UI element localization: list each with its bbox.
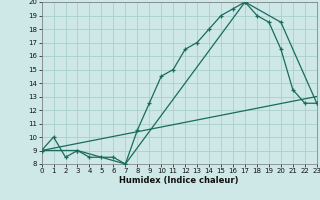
X-axis label: Humidex (Indice chaleur): Humidex (Indice chaleur): [119, 176, 239, 185]
